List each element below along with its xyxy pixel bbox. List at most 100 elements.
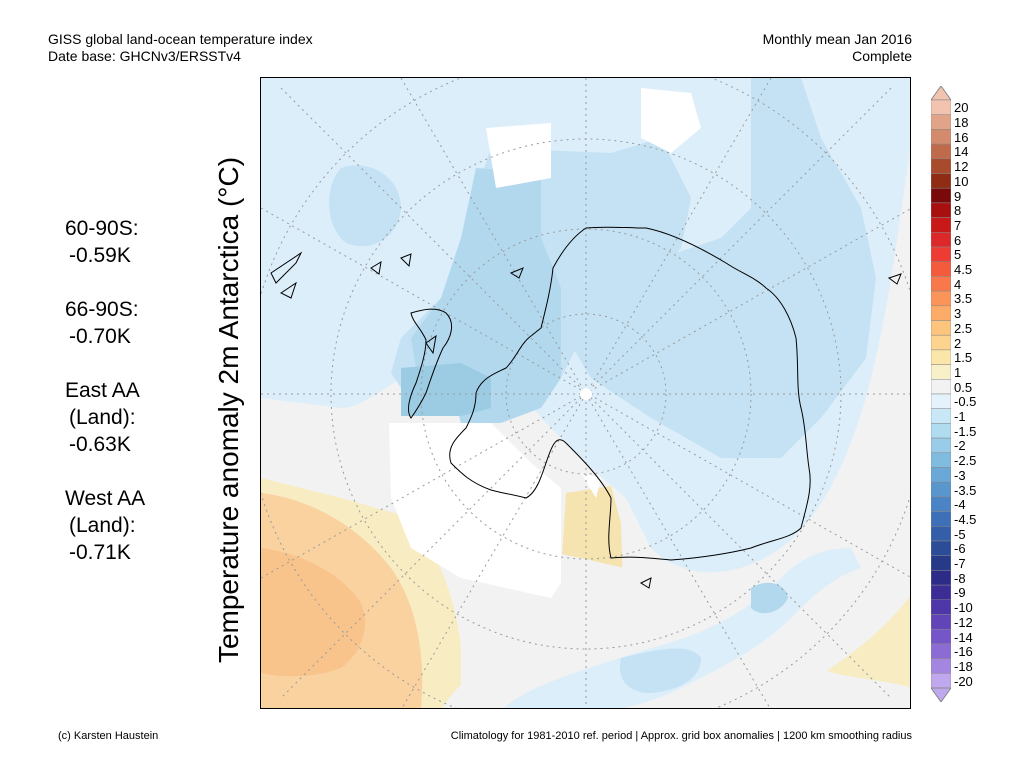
colorbar xyxy=(930,85,952,703)
colorbar-swatch xyxy=(930,423,952,439)
colorbar-tick-label: -4.5 xyxy=(954,511,977,527)
stat-label-2: (Land): xyxy=(69,406,136,429)
stat-60-90s: 60-90S: -0.59K xyxy=(65,215,139,269)
colorbar-swatch xyxy=(930,628,952,645)
anomaly-warm-zone xyxy=(261,548,365,677)
stat-label-2: (Land): xyxy=(69,514,136,537)
stat-east-aa: East AA (Land): -0.63K xyxy=(65,377,140,458)
colorbar-swatch xyxy=(930,173,952,189)
header-right: Monthly mean Jan 2016 Complete xyxy=(763,31,912,65)
colorbar-tick-label: -1 xyxy=(954,409,966,425)
colorbar-swatch xyxy=(930,334,952,351)
colorbar-swatch xyxy=(930,290,952,307)
y-axis-label: Temperature anomaly 2m Antarctica (°C) xyxy=(213,156,244,664)
colorbar-tick-label: -5 xyxy=(954,526,966,542)
colorbar-swatch xyxy=(930,217,952,233)
colorbar-tick-label: -10 xyxy=(954,600,973,616)
map-canvas xyxy=(261,78,910,708)
colorbar-swatch xyxy=(930,673,952,689)
stat-value: -0.71K xyxy=(69,541,131,564)
colorbar-swatch xyxy=(930,584,952,601)
colorbar-tick-label: -3.5 xyxy=(954,482,977,498)
colorbar-tick-label: -16 xyxy=(954,644,973,660)
colorbar-swatch xyxy=(930,393,952,409)
colorbar-tick-label: 12 xyxy=(954,159,969,175)
colorbar-tick-label: -6 xyxy=(954,541,966,557)
colorbar-swatch xyxy=(930,246,952,262)
colorbar-tick-label: -7 xyxy=(954,556,966,572)
colorbar-tick-label: -4 xyxy=(954,497,966,513)
colorbar-tick-label: -12 xyxy=(954,614,973,630)
colorbar-swatch xyxy=(930,511,952,527)
colorbar-swatch xyxy=(930,99,952,115)
colorbar-tick-label: -8 xyxy=(954,570,966,586)
colorbar-tick-label: 4.5 xyxy=(954,262,973,278)
colorbar-swatch xyxy=(930,555,952,571)
colorbar-bottom-arrow xyxy=(930,687,952,703)
colorbar-swatch xyxy=(930,349,952,365)
colorbar-swatch xyxy=(930,320,952,336)
anomaly-cold-zone xyxy=(401,363,491,416)
colorbar-tick-label: 10 xyxy=(954,173,969,189)
colorbar-tick-label: 16 xyxy=(954,129,969,145)
colorbar-swatch xyxy=(930,452,952,468)
colorbar-tick-label: 4 xyxy=(954,276,962,292)
colorbar-swatch xyxy=(930,114,952,130)
colorbar-swatch xyxy=(930,526,952,542)
anomaly-warm-zone xyxy=(764,595,910,708)
colorbar-swatch xyxy=(930,187,952,204)
colorbar-swatch xyxy=(930,261,952,277)
colorbar-swatch xyxy=(930,158,952,174)
colorbar-tick-label: -3 xyxy=(954,467,966,483)
colorbar-swatch xyxy=(930,599,952,615)
colorbar-tick-label: 14 xyxy=(954,144,969,160)
colorbar-swatch xyxy=(930,232,952,248)
colorbar-swatch xyxy=(930,658,952,674)
colorbar-tick-label: 2 xyxy=(954,335,962,351)
colorbar-top-arrow xyxy=(930,85,952,101)
colorbar-swatches xyxy=(930,85,952,703)
map-title: GISS global land-ocean temperature index xyxy=(48,31,313,47)
anomaly-cold-zone xyxy=(641,88,701,153)
colorbar-swatch xyxy=(930,570,952,586)
header-left: GISS global land-ocean temperature index… xyxy=(48,31,313,65)
colorbar-swatch xyxy=(930,129,952,145)
colorbar-tick-label: -18 xyxy=(954,658,973,674)
colorbar-swatch xyxy=(930,496,952,512)
colorbar-swatch xyxy=(930,379,952,395)
colorbar-tick-label: 9 xyxy=(954,188,962,204)
colorbar-swatch xyxy=(930,467,952,483)
anomaly-cold-zone xyxy=(411,168,561,423)
stat-value: -0.70K xyxy=(69,325,131,348)
colorbar-swatch xyxy=(930,643,952,659)
colorbar-tick-label: -2 xyxy=(954,438,966,454)
colorbar-swatch xyxy=(930,408,952,424)
colorbar-tick-label: 6 xyxy=(954,232,962,248)
anomaly-neutral-zone xyxy=(389,423,561,598)
anomaly-neutral-zone xyxy=(486,123,551,188)
colorbar-tick-label: 8 xyxy=(954,203,962,219)
anomaly-neutral-zone xyxy=(581,473,601,498)
colorbar-tick-label: 5 xyxy=(954,247,962,263)
colorbar-swatch xyxy=(930,364,952,380)
colorbar-tick-label: -1.5 xyxy=(954,423,977,439)
anomaly-cold-zone xyxy=(620,648,701,693)
antarctica-coastline xyxy=(449,226,811,561)
colorbar-tick-label: 1 xyxy=(954,364,962,380)
colorbar-tick-label: -2.5 xyxy=(954,453,977,469)
colorbar-swatch xyxy=(930,481,952,498)
colorbar-tick-label: 1.5 xyxy=(954,350,973,366)
anomaly-cold-zone xyxy=(329,165,401,247)
colorbar-swatch xyxy=(930,202,952,218)
colorbar-tick-label: 3.5 xyxy=(954,291,973,307)
stat-value: -0.63K xyxy=(69,433,131,456)
stat-66-90s: 66-90S: -0.70K xyxy=(65,296,139,350)
colorbar-swatch xyxy=(930,614,952,630)
south-pole-marker xyxy=(580,388,592,400)
stat-west-aa: West AA (Land): -0.71K xyxy=(65,485,145,566)
anomaly-cold-zone xyxy=(751,582,788,614)
colorbar-tick-label: 3 xyxy=(954,306,962,322)
colorbar-swatch xyxy=(930,437,952,454)
footer-credit: (c) Karsten Haustein xyxy=(58,730,159,742)
stat-label: East AA xyxy=(65,379,140,402)
